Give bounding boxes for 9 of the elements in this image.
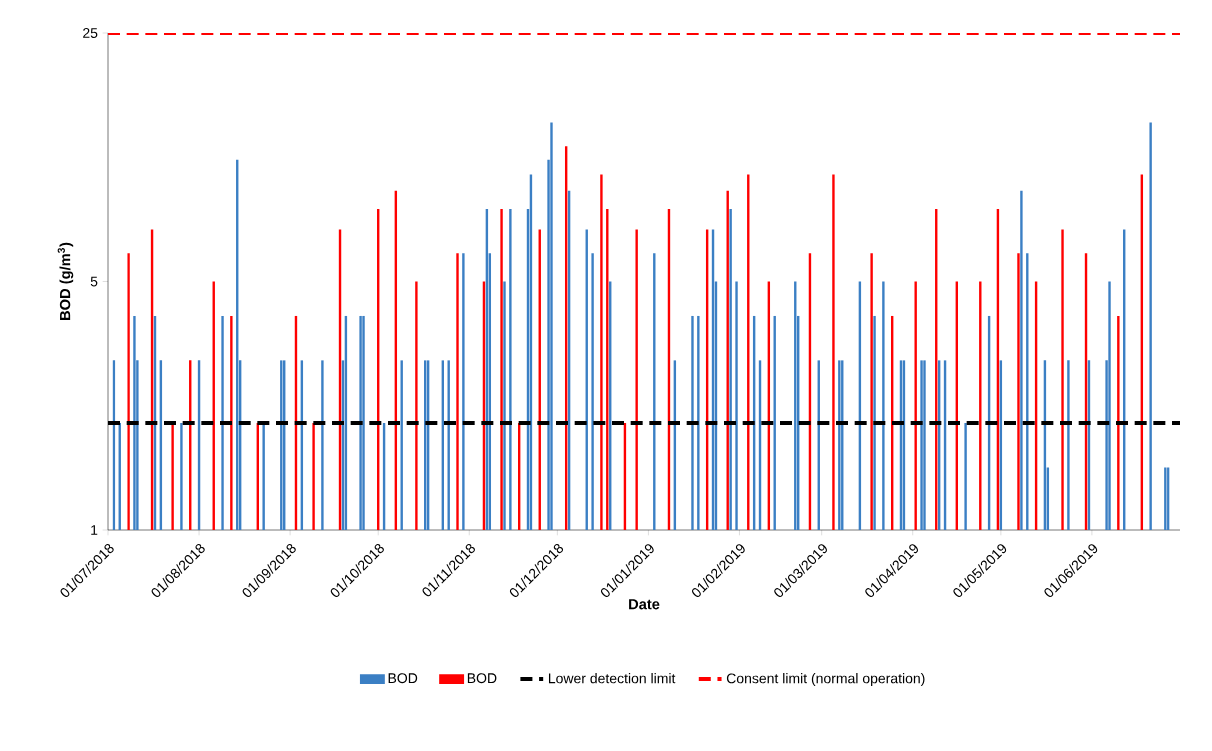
- legend-label: Consent limit (normal operation): [726, 673, 925, 687]
- y-axis-title: BOD (g/m$^{3}$): [57, 242, 74, 320]
- y-tick-label: 1: [91, 525, 98, 535]
- x-axis-title: Date: [629, 599, 660, 610]
- y-tick-label: 5: [90, 276, 98, 287]
- y-tick-label: 25: [83, 28, 98, 38]
- legend-label: BOD: [388, 673, 418, 684]
- legend-label: BOD: [467, 673, 497, 684]
- legend-label: Lower detection limit: [548, 673, 676, 684]
